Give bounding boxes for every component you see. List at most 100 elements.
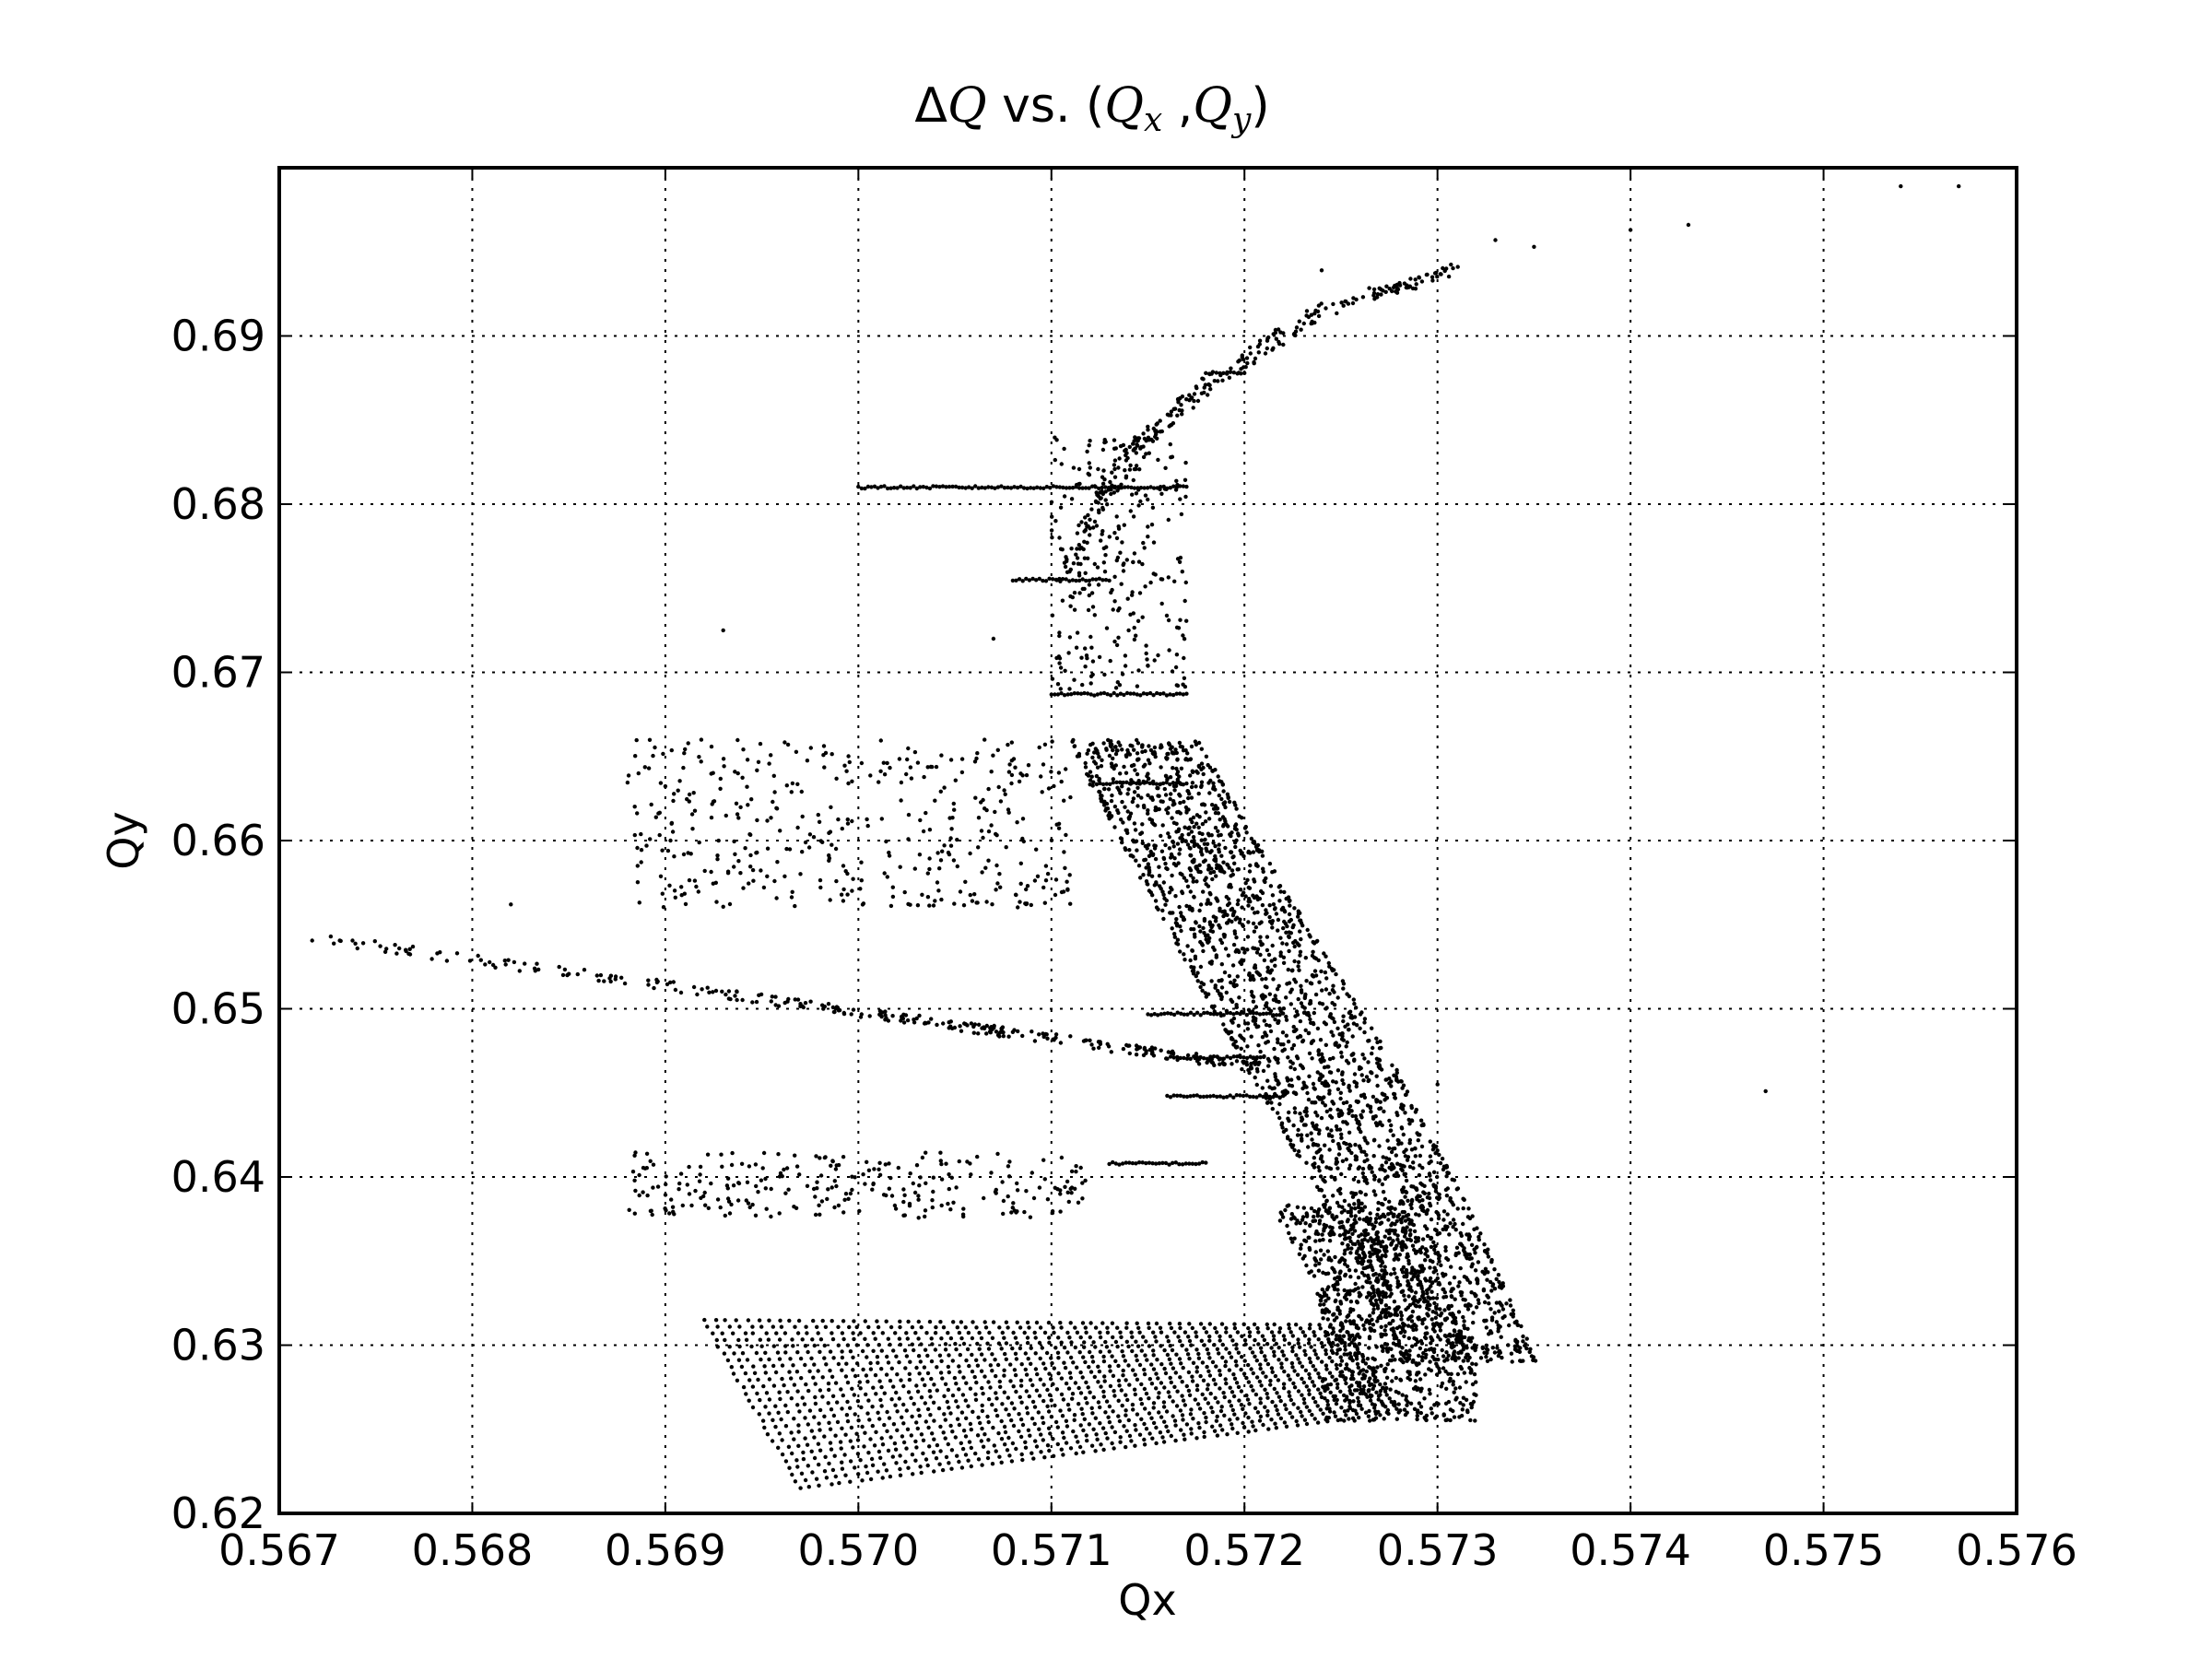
data-point: [1086, 773, 1091, 778]
data-point: [1142, 1442, 1147, 1447]
data-point: [842, 1453, 847, 1457]
data-point: [1284, 1033, 1289, 1038]
data-point: [1236, 1023, 1241, 1029]
data-point: [1133, 1372, 1137, 1377]
data-point: [1276, 1020, 1281, 1025]
data-point: [1353, 1113, 1359, 1119]
data-point: [1474, 1305, 1479, 1310]
data-point: [1383, 1366, 1388, 1371]
data-point: [1357, 1371, 1361, 1376]
data-point: [1334, 1333, 1339, 1338]
data-point: [794, 1458, 799, 1463]
data-point: [1065, 1350, 1070, 1355]
data-point: [1194, 1383, 1200, 1388]
data-point: [917, 1413, 922, 1418]
data-point: [1019, 1452, 1024, 1457]
data-point: [1362, 1017, 1368, 1021]
data-point: [1038, 1356, 1042, 1361]
data-point: [1055, 1350, 1061, 1356]
data-point: [1245, 947, 1250, 952]
data-point: [1308, 1001, 1313, 1006]
data-point: [923, 1382, 927, 1388]
data-point: [1188, 1412, 1194, 1417]
data-point: [1407, 1137, 1413, 1143]
data-point: [1376, 1206, 1381, 1212]
data-point: [1276, 1040, 1280, 1045]
data-point: [1032, 1330, 1037, 1335]
data-point: [1217, 793, 1222, 798]
data-point: [1047, 1335, 1052, 1340]
data-point: [750, 1405, 756, 1410]
data-point: [1436, 1253, 1441, 1258]
data-point: [1469, 1290, 1474, 1295]
data-point: [1262, 958, 1267, 963]
data-point: [1013, 1335, 1018, 1340]
data-point: [1194, 842, 1200, 847]
data-point: [1087, 1365, 1091, 1370]
data-point: [1387, 1118, 1392, 1124]
data-point: [914, 1365, 919, 1371]
title-delta: Δ: [914, 78, 947, 134]
data-point: [1340, 1205, 1345, 1209]
data-point: [939, 1359, 944, 1364]
data-point: [1311, 939, 1315, 945]
data-point: [1326, 1257, 1331, 1262]
data-point: [1202, 918, 1207, 924]
data-point: [1186, 1335, 1191, 1339]
data-point: [1300, 1364, 1305, 1369]
data-point: [1408, 1228, 1413, 1233]
data-point: [1425, 1195, 1430, 1200]
data-point: [1375, 1230, 1380, 1235]
data-point: [1411, 1274, 1417, 1279]
data-point: [1424, 1299, 1429, 1303]
data-point: [1473, 1418, 1477, 1423]
data-point: [1189, 1343, 1194, 1347]
data-point: [1265, 1040, 1271, 1044]
data-point: [1258, 935, 1263, 939]
data-point: [1461, 1344, 1466, 1348]
data-point: [948, 1423, 953, 1429]
data-point: [1233, 1359, 1239, 1364]
data-point: [1228, 1385, 1232, 1390]
data-point: [1221, 1391, 1226, 1395]
data-point: [1451, 1333, 1456, 1338]
data-point: [1329, 1115, 1335, 1120]
data-point: [1453, 1358, 1458, 1363]
data-point: [949, 1448, 955, 1453]
data-point: [1531, 1355, 1536, 1359]
data-point: [1095, 750, 1100, 755]
data-point: [1307, 1051, 1312, 1056]
data-point: [1484, 1325, 1489, 1330]
data-point: [1294, 1091, 1299, 1097]
data-point: [1320, 1214, 1324, 1218]
data-point: [1341, 1014, 1346, 1018]
data-point: [995, 1362, 1001, 1368]
data-point: [1171, 911, 1175, 915]
data-point: [1230, 1407, 1236, 1413]
data-point: [795, 1350, 800, 1355]
data-point: [888, 1474, 893, 1479]
data-point: [1371, 1273, 1376, 1277]
data-point: [1135, 1412, 1140, 1417]
data-point: [1081, 1355, 1086, 1359]
data-point: [1231, 1042, 1236, 1047]
data-point: [1354, 1300, 1359, 1304]
data-point: [1074, 1434, 1078, 1439]
title-qx: Q: [1104, 78, 1144, 134]
data-point: [782, 1382, 786, 1388]
data-point: [1282, 1047, 1288, 1052]
data-point: [1403, 1218, 1408, 1223]
data-point: [982, 1374, 987, 1379]
data-point: [1345, 1352, 1350, 1357]
data-point: [1345, 1314, 1349, 1319]
data-point: [1289, 1046, 1295, 1051]
data-point: [1046, 1426, 1052, 1430]
data-point: [942, 1394, 947, 1399]
data-point: [1280, 1215, 1286, 1219]
data-point: [1318, 1407, 1324, 1412]
data-point: [1400, 1393, 1405, 1397]
data-point: [1172, 1418, 1178, 1423]
data-point: [1409, 1147, 1415, 1152]
data-point: [915, 1426, 920, 1431]
data-point: [1154, 1441, 1159, 1446]
